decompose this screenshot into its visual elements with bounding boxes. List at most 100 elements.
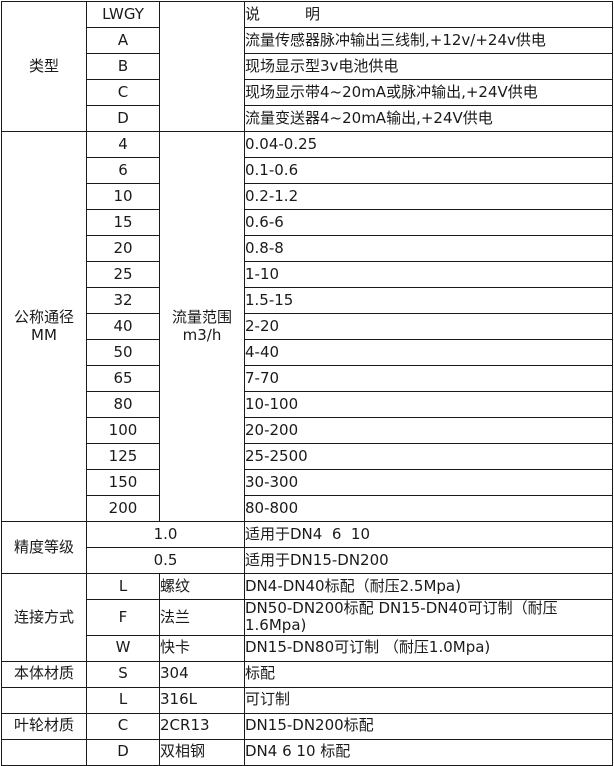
table-row: 50 4-40 [2, 339, 613, 366]
flow-range: 20-200 [244, 417, 613, 444]
dn-size: 4 [86, 131, 160, 158]
flow-range: 2-20 [244, 313, 613, 340]
impeller-material-desc: DN15-DN200标配 [244, 712, 613, 740]
table-row: 65 7-70 [2, 365, 613, 392]
connection-desc: DN50-DN200标配 DN15-DN40可订制（耐压1.6Mpa) [244, 599, 613, 636]
dn-size: 6 [86, 157, 160, 184]
dn-size: 25 [86, 261, 160, 288]
table-row: 叶轮材质 C 2CR13 DN15-DN200标配 [1, 712, 613, 740]
table-row: 200 80-800 [2, 495, 613, 522]
dn-size: 65 [86, 365, 160, 392]
type-desc: 现场显示带4~20mA或脉冲输出,+24V供电 [244, 79, 613, 106]
dn-size: 32 [86, 287, 160, 314]
dn-size: 80 [86, 391, 160, 418]
impeller-material-empty-cell [1, 738, 87, 766]
table-row: 100 20-200 [2, 417, 613, 444]
impeller-material-name: 双相钢 [159, 738, 245, 766]
table-row: D 流量变送器4~20mA输出,+24V供电 [2, 105, 613, 132]
impeller-material-code: C [86, 712, 160, 740]
flow-range: 0.1-0.6 [244, 157, 613, 184]
table-row: 0.5 适用于DN15-DN200 [2, 547, 613, 574]
connection-name: 螺纹 [159, 573, 245, 600]
table-row: 15 0.6-6 [2, 209, 613, 236]
type-code: C [86, 79, 160, 106]
body-material-code: S [86, 660, 160, 688]
accuracy-section-label: 精度等级 [1, 521, 87, 574]
flow-range: 0.04-0.25 [244, 131, 613, 158]
flow-range: 4-40 [244, 339, 613, 366]
dn-size: 100 [86, 417, 160, 444]
table-row: 150 30-300 [2, 469, 613, 496]
table-row: 本体材质 S 304 标配 [1, 660, 613, 688]
impeller-material-section-label: 叶轮材质 [1, 712, 87, 740]
table-row: W 快卡 DN15-DN80可订制 （耐压1.0Mpa) [2, 634, 613, 662]
flow-range: 0.2-1.2 [244, 183, 613, 210]
diameter-section-label: 公称通径 MM [1, 131, 87, 522]
type-desc: 流量传感器脉冲输出三线制,+12v/+24v供电 [244, 27, 613, 54]
type-section-label: 类型 [1, 1, 87, 132]
connection-code: W [86, 634, 160, 662]
flow-range: 25-2500 [244, 443, 613, 470]
table-row: 6 0.1-0.6 [2, 157, 613, 184]
flow-range: 30-300 [244, 469, 613, 496]
type-desc: 现场显示型3v电池供电 [244, 53, 613, 80]
table-row: 公称通径 MM 4 流量范围 m3/h 0.04-0.25 [1, 131, 613, 522]
dn-size: 50 [86, 339, 160, 366]
flow-range: 1-10 [244, 261, 613, 288]
table-row: L 316L 可订制 [1, 686, 613, 714]
table-row: 40 2-20 [2, 313, 613, 340]
connection-code: L [86, 573, 160, 600]
type-code: A [86, 27, 160, 54]
dn-size: 125 [86, 443, 160, 470]
body-material-desc: 标配 [244, 660, 613, 688]
table-row: 25 1-10 [2, 261, 613, 288]
table-row: 32 1.5-15 [2, 287, 613, 314]
dn-size: 20 [86, 235, 160, 262]
flow-range: 0.6-6 [244, 209, 613, 236]
flow-range: 7-70 [244, 365, 613, 392]
description-header: 说 明 [244, 1, 613, 28]
connection-desc: DN15-DN80可订制 （耐压1.0Mpa) [244, 634, 613, 662]
body-material-empty-cell [1, 686, 87, 714]
accuracy-value: 0.5 [86, 547, 245, 574]
table-row: 80 10-100 [2, 391, 613, 418]
connection-code: F [86, 599, 160, 636]
connection-desc: DN4-DN40标配（耐压2.5Mpa) [244, 573, 613, 600]
flow-range: 10-100 [244, 391, 613, 418]
table-row: D 双相钢 DN4 6 10 标配 [1, 738, 613, 766]
connection-section-label: 连接方式 [1, 573, 87, 662]
table-row: 连接方式 L 螺纹 DN4-DN40标配（耐压2.5Mpa) [1, 573, 613, 662]
table-row: A 流量传感器脉冲输出三线制,+12v/+24v供电 [2, 27, 613, 54]
type-code: D [86, 105, 160, 132]
dn-size: 40 [86, 313, 160, 340]
flow-range: 1.5-15 [244, 287, 613, 314]
table-row: C 现场显示带4~20mA或脉冲输出,+24V供电 [2, 79, 613, 106]
type-code: B [86, 53, 160, 80]
type-desc: 流量变送器4~20mA输出,+24V供电 [244, 105, 613, 132]
table-row: 10 0.2-1.2 [2, 183, 613, 210]
flow-range: 80-800 [244, 495, 613, 522]
connection-name: 法兰 [159, 599, 245, 636]
dn-size: 200 [86, 495, 160, 522]
dn-size: 150 [86, 469, 160, 496]
body-material-section-label: 本体材质 [1, 660, 87, 688]
table-row: 类型 LWGY 说 明 [1, 1, 613, 132]
dn-size: 15 [86, 209, 160, 236]
accuracy-desc: 适用于DN4 6 10 [244, 521, 613, 548]
impeller-material-name: 2CR13 [159, 712, 245, 740]
accuracy-desc: 适用于DN15-DN200 [244, 547, 613, 574]
table-row: 精度等级 1.0 适用于DN4 6 10 [1, 521, 613, 574]
body-material-code: L [86, 686, 160, 714]
accuracy-value: 1.0 [86, 521, 245, 548]
impeller-material-desc: DN4 6 10 标配 [244, 738, 613, 766]
dn-size: 10 [86, 183, 160, 210]
flow-range: 0.8-8 [244, 235, 613, 262]
table-row: B 现场显示型3v电池供电 [2, 53, 613, 80]
model-code-header: LWGY [86, 1, 160, 28]
flow-range-label: 流量范围 m3/h [159, 131, 245, 522]
impeller-material-code: D [86, 738, 160, 766]
table-row: 125 25-2500 [2, 443, 613, 470]
body-material-desc: 可订制 [244, 686, 613, 714]
body-material-name: 304 [159, 660, 245, 688]
